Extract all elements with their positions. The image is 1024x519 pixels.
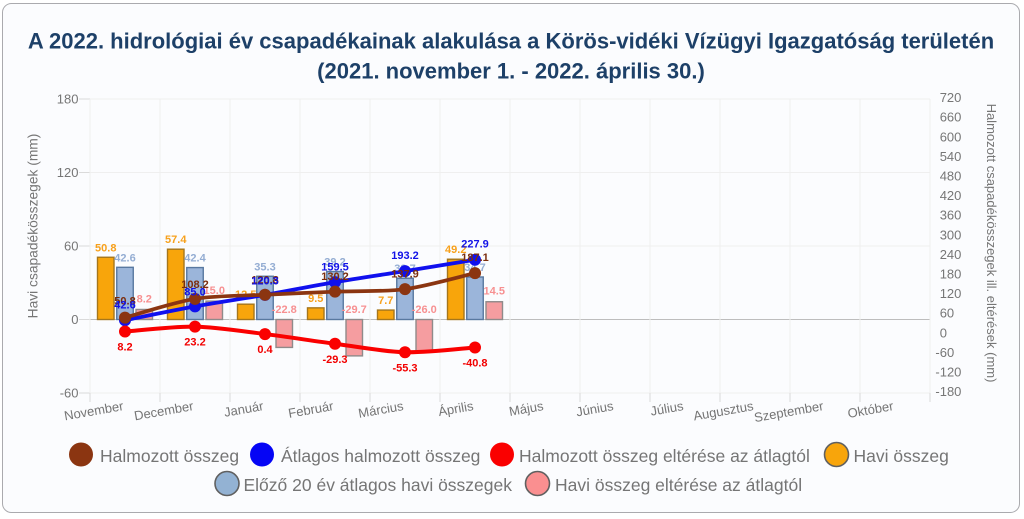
svg-text:(2021. november 1. - 2022. ápr: (2021. november 1. - 2022. április 30.)	[317, 59, 705, 84]
svg-text:Május: Május	[508, 398, 545, 419]
svg-text:8.2: 8.2	[137, 293, 152, 305]
svg-text:42.6: 42.6	[114, 252, 135, 264]
svg-text:720: 720	[940, 90, 962, 105]
svg-text:Előző 20 év átlagos havi össze: Előző 20 év átlagos havi összegek	[244, 475, 513, 495]
svg-text:14.5: 14.5	[484, 286, 505, 298]
svg-text:108.2: 108.2	[181, 279, 209, 291]
svg-text:Június: Június	[575, 398, 615, 419]
svg-text:Halmozott összeg eltérése az á: Halmozott összeg eltérése az átlagtól	[519, 446, 810, 466]
svg-text:180: 180	[940, 267, 962, 282]
svg-text:540: 540	[940, 149, 962, 164]
svg-text:660: 660	[940, 110, 962, 125]
svg-text:120: 120	[940, 286, 962, 301]
svg-text:-26.0: -26.0	[412, 304, 437, 316]
svg-text:180: 180	[57, 91, 79, 106]
svg-text:9.5: 9.5	[308, 293, 323, 305]
svg-text:Havi csapadékösszegek (mm): Havi csapadékösszegek (mm)	[26, 134, 41, 319]
svg-text:193.2: 193.2	[391, 250, 419, 262]
svg-text:50.8: 50.8	[114, 296, 135, 308]
svg-text:-29.7: -29.7	[342, 304, 367, 316]
svg-text:Átlagos halmozott összeg: Átlagos halmozott összeg	[281, 446, 480, 466]
svg-text:-29.3: -29.3	[322, 354, 347, 366]
svg-text:0.4: 0.4	[257, 344, 273, 356]
svg-text:15.0: 15.0	[204, 285, 225, 297]
svg-text:0: 0	[940, 325, 947, 340]
svg-text:50.8: 50.8	[95, 242, 116, 254]
svg-text:-60: -60	[935, 345, 954, 360]
svg-text:Havi összeg: Havi összeg	[854, 446, 949, 466]
svg-text:60: 60	[64, 238, 78, 253]
svg-text:7.7: 7.7	[378, 295, 393, 307]
svg-text:240: 240	[940, 247, 962, 262]
svg-text:187.1: 187.1	[461, 252, 489, 264]
svg-text:23.2: 23.2	[184, 337, 205, 349]
svg-text:Július: Július	[649, 398, 685, 419]
svg-text:49.2: 49.2	[445, 244, 466, 256]
svg-text:480: 480	[940, 169, 962, 184]
svg-text:39.2: 39.2	[324, 256, 345, 268]
svg-text:120.3: 120.3	[251, 276, 279, 288]
svg-text:42.6: 42.6	[114, 300, 135, 312]
svg-text:360: 360	[940, 208, 962, 223]
svg-text:300: 300	[940, 227, 962, 242]
svg-text:120: 120	[57, 165, 79, 180]
svg-text:42.4: 42.4	[184, 253, 206, 265]
svg-text:-180: -180	[935, 384, 961, 399]
svg-text:A 2022. hidrológiai év csapadé: A 2022. hidrológiai év csapadékainak ala…	[28, 29, 994, 54]
svg-text:227.9: 227.9	[461, 238, 489, 250]
svg-text:-40.8: -40.8	[462, 358, 487, 370]
svg-text:-22.8: -22.8	[272, 304, 297, 316]
svg-text:60: 60	[940, 306, 954, 321]
svg-text:600: 600	[940, 129, 962, 144]
svg-text:-55.3: -55.3	[392, 362, 417, 374]
svg-text:137.9: 137.9	[391, 268, 419, 280]
svg-text:Halmozott csapadékösszegek ill: Halmozott csapadékösszegek ill. eltérése…	[984, 104, 999, 383]
svg-text:159.5: 159.5	[321, 261, 349, 273]
svg-text:120.8: 120.8	[251, 274, 279, 286]
svg-text:-120: -120	[935, 365, 961, 380]
svg-text:Havi összeg eltérése az átlagt: Havi összeg eltérése az átlagtól	[555, 475, 802, 495]
svg-text:8.2: 8.2	[117, 342, 132, 354]
svg-text:57.4: 57.4	[165, 234, 187, 246]
svg-text:0: 0	[71, 312, 78, 327]
svg-text:Január: Január	[223, 398, 265, 420]
svg-text:Halmozott összeg: Halmozott összeg	[100, 446, 239, 466]
svg-text:35.3: 35.3	[254, 261, 275, 273]
svg-text:130.2: 130.2	[321, 271, 349, 283]
svg-text:Április: Április	[437, 398, 475, 419]
svg-text:420: 420	[940, 188, 962, 203]
svg-text:-60: -60	[60, 385, 79, 400]
svg-text:85.0: 85.0	[184, 286, 205, 298]
